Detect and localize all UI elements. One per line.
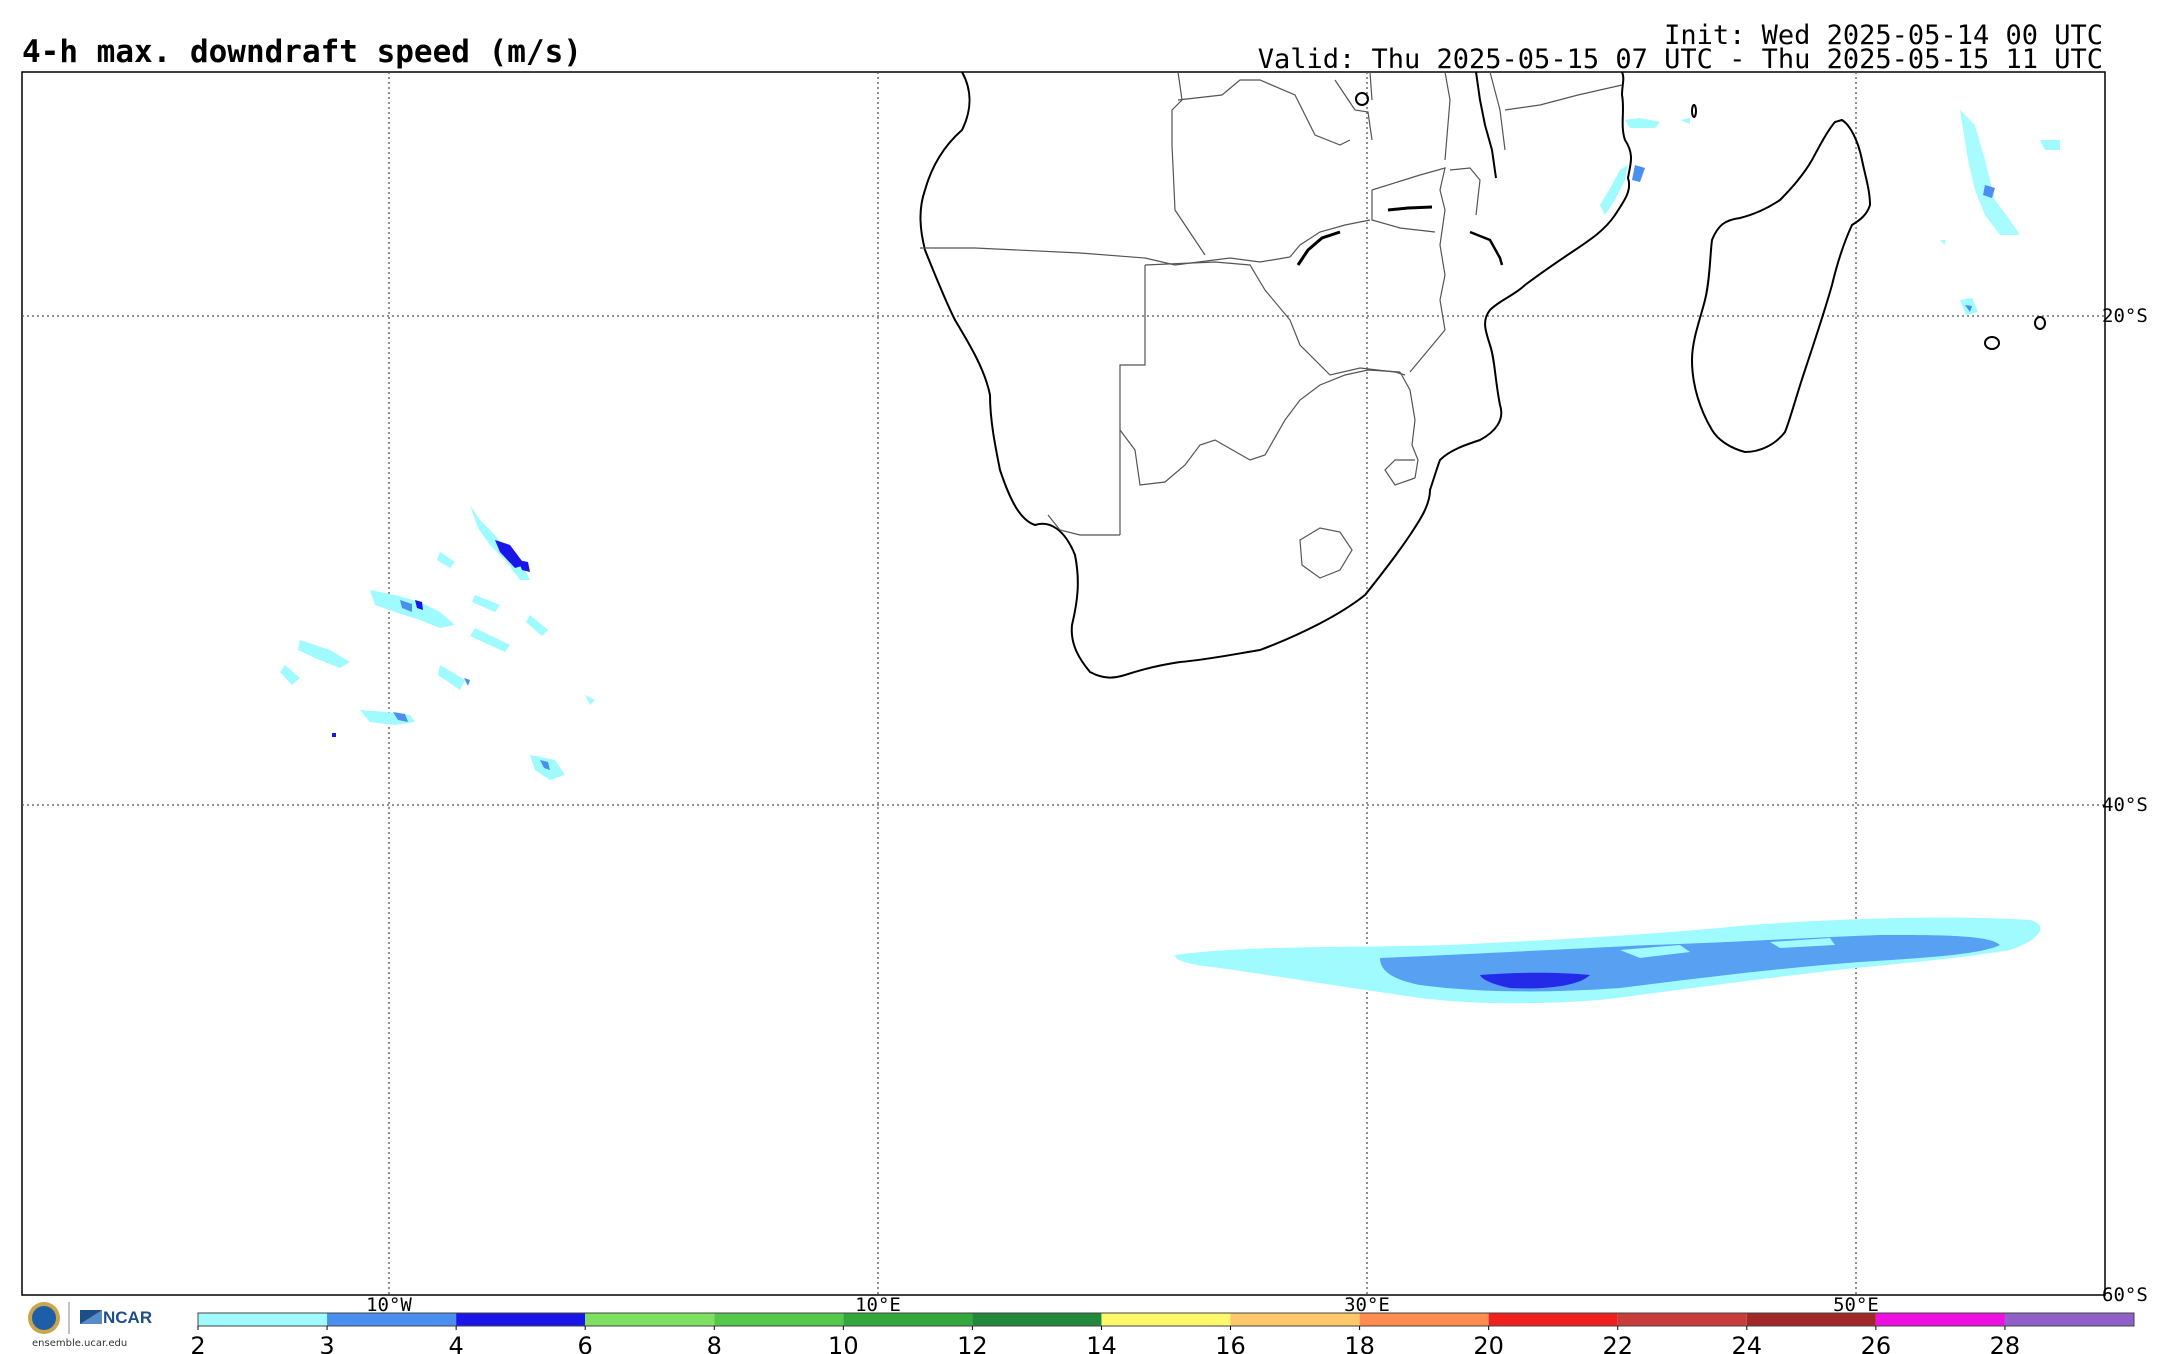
colorbar-tick-label: 20 — [1473, 1332, 1504, 1354]
lake-bangweulu — [1355, 92, 1369, 106]
nsf-ncar-logo — [22, 1298, 157, 1354]
colorbar-tick-label: 6 — [578, 1332, 593, 1354]
valid-time: Valid: Thu 2025-05-15 07 UTC - Thu 2025-… — [1257, 44, 2103, 75]
island-reunion — [1984, 336, 2000, 350]
madagascar-coastline — [1690, 118, 1872, 454]
colorbar-swatch — [456, 1313, 586, 1326]
colorbar-tick-label: 28 — [1990, 1332, 2021, 1354]
island-mauritius — [2034, 316, 2046, 330]
colorbar: 2 3 4 6 8 10 12 14 16 18 20 22 24 26 28 — [190, 1312, 2135, 1354]
colorbar-tick-label: 8 — [707, 1332, 722, 1354]
river-zambezi-mouth — [1469, 230, 1504, 266]
colorbar-swatch — [327, 1313, 457, 1326]
colorbar-swatch — [1746, 1313, 1876, 1326]
colorbar-swatch — [1488, 1313, 1618, 1326]
logo-graphic — [28, 1302, 102, 1334]
colorbar-swatch — [2004, 1313, 2134, 1326]
africa-coastline — [919, 71, 1632, 679]
lake-malawi — [1475, 71, 1497, 179]
colorbar-swatch — [198, 1313, 328, 1326]
colorbar-tick-label: 4 — [448, 1332, 463, 1354]
country-borders — [920, 71, 1623, 579]
lon-label-10w: 10°W — [366, 1294, 412, 1316]
colorbar-swatch — [1617, 1313, 1747, 1326]
lat-label-40s: 40°S — [2102, 794, 2148, 816]
colorbar-tick-label: 24 — [1732, 1332, 1763, 1354]
island-comoros — [1691, 104, 1697, 118]
map-frame — [21, 71, 2106, 1296]
logo-url: ensemble.ucar.edu — [32, 1338, 128, 1349]
colorbar-swatch — [1359, 1313, 1489, 1326]
colorbar-tick-label: 2 — [190, 1332, 205, 1354]
colorbar-swatch — [1875, 1313, 2005, 1326]
colorbar-swatch — [1230, 1313, 1360, 1326]
lon-label-50e: 50°E — [1833, 1294, 1879, 1316]
colorbar-tick-label: 22 — [1602, 1332, 1633, 1354]
map-title: 4-h max. downdraft speed (m/s) — [22, 34, 582, 70]
lat-label-60s: 60°S — [2102, 1284, 2148, 1306]
gridlines — [22, 72, 2105, 1295]
colorbar-tick-label: 10 — [828, 1332, 859, 1354]
colorbar-frame — [197, 1312, 2135, 1327]
lon-label-10e: 10°E — [855, 1294, 901, 1316]
colorbar-tick-label: 18 — [1344, 1332, 1375, 1354]
colorbar-swatch — [1101, 1313, 1231, 1326]
lon-label-30e: 30°E — [1344, 1294, 1390, 1316]
colorbar-swatch — [843, 1313, 973, 1326]
colorbar-tick-label: 26 — [1861, 1332, 1892, 1354]
downdraft-shading-band — [1175, 917, 2041, 1004]
colorbar-tick-label: 16 — [1215, 1332, 1246, 1354]
lake-cahora-bassa — [1387, 205, 1433, 212]
colorbar-swatch — [714, 1313, 844, 1326]
colorbar-swatch — [972, 1313, 1102, 1326]
colorbar-tick-label: 12 — [957, 1332, 988, 1354]
lake-kariba — [1296, 230, 1341, 266]
colorbar-tick-label: 14 — [1086, 1332, 1117, 1354]
logo-org-name: NCAR — [103, 1308, 153, 1327]
downdraft-shading-mozambique — [1600, 110, 2060, 315]
colorbar-swatch — [585, 1313, 715, 1326]
init-time: Init: Wed 2025-05-14 00 UTC — [1664, 20, 2103, 51]
lat-label-20s: 20°S — [2102, 305, 2148, 327]
downdraft-shading-atlantic — [280, 505, 595, 780]
colorbar-tick-label: 3 — [319, 1332, 334, 1354]
